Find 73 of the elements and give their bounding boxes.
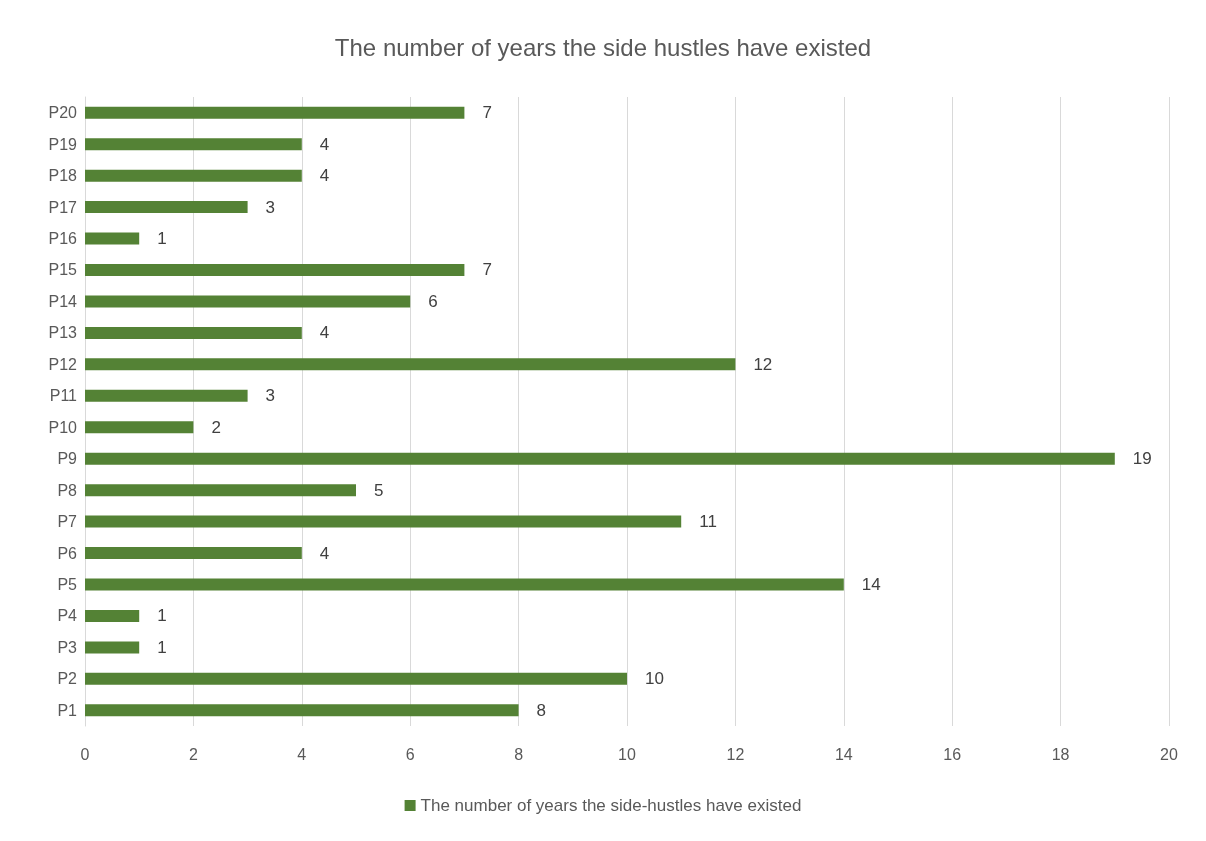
data-label: 10: [645, 669, 664, 689]
bar: [85, 169, 302, 182]
data-label: 2: [211, 417, 221, 437]
data-label: 7: [482, 103, 492, 123]
bar: [85, 295, 411, 308]
legend-label: The number of years the side-hustles have existed: [420, 796, 802, 815]
data-label: 4: [319, 323, 330, 343]
y-tick-label: P14: [48, 292, 78, 310]
bar: [85, 201, 248, 214]
x-tick-label: 2: [188, 745, 198, 763]
data-label: 1: [157, 229, 167, 249]
bar: [85, 263, 465, 276]
bar: [85, 704, 519, 717]
y-tick-label: P4: [57, 607, 78, 625]
x-tick-label: 18: [1051, 745, 1070, 763]
x-tick-label: 12: [726, 745, 745, 763]
bar: [85, 232, 140, 245]
data-label: 3: [265, 197, 276, 217]
data-label: 4: [319, 166, 330, 186]
data-label: 3: [265, 386, 276, 406]
data-label: 4: [319, 134, 330, 154]
data-label: 12: [753, 354, 773, 374]
bar: [85, 547, 302, 560]
y-tick-label: P6: [57, 544, 78, 562]
data-label: 1: [157, 606, 167, 626]
data-label: 4: [319, 543, 330, 563]
x-tick-label: 8: [514, 745, 524, 763]
data-label: 1: [157, 637, 167, 657]
bar: [85, 578, 844, 591]
y-tick-label: P15: [48, 261, 78, 279]
y-tick-label: P5: [57, 575, 78, 593]
data-label: 14: [861, 574, 881, 594]
y-tick-label: P19: [48, 135, 78, 153]
data-label: 8: [536, 700, 547, 720]
y-tick-label: P13: [48, 324, 78, 342]
bar: [85, 138, 302, 151]
x-tick-label: 4: [297, 745, 307, 763]
y-tick-label: P10: [48, 418, 78, 436]
chart-title: The number of years the side hustles have existed: [334, 33, 872, 61]
data-label: 6: [428, 291, 438, 311]
x-tick-label: 20: [1160, 745, 1178, 763]
bar: [85, 421, 194, 434]
y-tick-label: P17: [48, 198, 78, 216]
bar: [85, 515, 682, 528]
y-tick-label: P18: [48, 167, 78, 185]
bar: [85, 389, 248, 402]
data-label: 19: [1132, 449, 1152, 469]
x-tick-label: 0: [80, 745, 90, 763]
bar: [85, 672, 627, 685]
y-tick-label: P12: [48, 355, 78, 373]
data-label: 5: [374, 480, 384, 500]
x-tick-label: 14: [834, 745, 853, 763]
data-label: 7: [482, 260, 492, 280]
y-tick-label: P8: [57, 481, 78, 499]
x-tick-label: 10: [618, 745, 636, 763]
bar: [85, 609, 140, 622]
bar: [85, 326, 302, 339]
y-tick-label: P2: [57, 670, 78, 688]
y-tick-label: P20: [48, 104, 78, 122]
data-label: 11: [699, 512, 717, 532]
bar: [85, 106, 465, 119]
bar: [85, 452, 1115, 465]
bar: [85, 641, 140, 654]
y-tick-label: P1: [57, 701, 78, 719]
y-tick-label: P11: [49, 387, 78, 405]
y-tick-label: P9: [57, 450, 78, 468]
bar: [85, 484, 356, 497]
y-tick-label: P16: [48, 230, 78, 248]
x-tick-label: 16: [943, 745, 962, 763]
y-tick-label: P7: [57, 513, 78, 531]
x-tick-label: 6: [405, 745, 415, 763]
bar: [85, 358, 736, 371]
y-tick-label: P3: [57, 638, 78, 656]
